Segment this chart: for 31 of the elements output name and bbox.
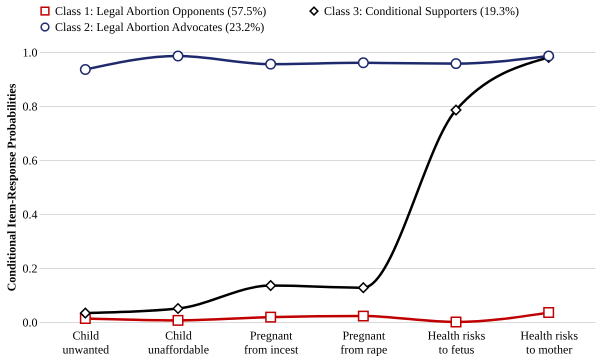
point	[265, 312, 276, 323]
x-tick-label: Pregnant from rape	[340, 328, 388, 356]
legend-label: Class 1: Legal Abortion Opponents (57.5%)	[55, 4, 266, 18]
y-tick-label: 0.4	[22, 208, 38, 222]
legend-label: Class 3: Conditional Supporters (19.3%)	[324, 4, 519, 18]
point	[80, 64, 91, 76]
point	[358, 282, 369, 294]
point	[172, 314, 184, 326]
y-tick-label: 0.2	[22, 262, 38, 276]
y-tick-label: 0.8	[22, 100, 38, 114]
x-tick-label: Pregnant from incest	[244, 328, 299, 356]
point	[450, 104, 462, 116]
x-tick-label: Health risks to mother	[520, 328, 578, 356]
x-tick-label: Health risks to fetus	[428, 328, 486, 356]
point	[172, 50, 184, 62]
point	[450, 316, 462, 328]
x-tick-label: Child unaffordable	[148, 328, 210, 356]
point	[543, 307, 554, 318]
y-tick-label: 0.6	[22, 154, 38, 168]
point	[172, 303, 184, 314]
x-tick-label: Child unwanted	[62, 328, 110, 356]
point	[265, 280, 276, 292]
y-tick-label: 1.0	[22, 46, 38, 60]
y-axis-title: Conditional Item-Response Probabilities	[4, 83, 18, 292]
point	[450, 58, 462, 70]
point	[358, 57, 369, 68]
legend-label: Class 2: Legal Abortion Advocates (23.2%)	[55, 20, 264, 34]
y-tick-label: 0.0	[22, 316, 38, 330]
point	[358, 310, 369, 322]
point	[80, 308, 91, 319]
point	[265, 58, 276, 70]
